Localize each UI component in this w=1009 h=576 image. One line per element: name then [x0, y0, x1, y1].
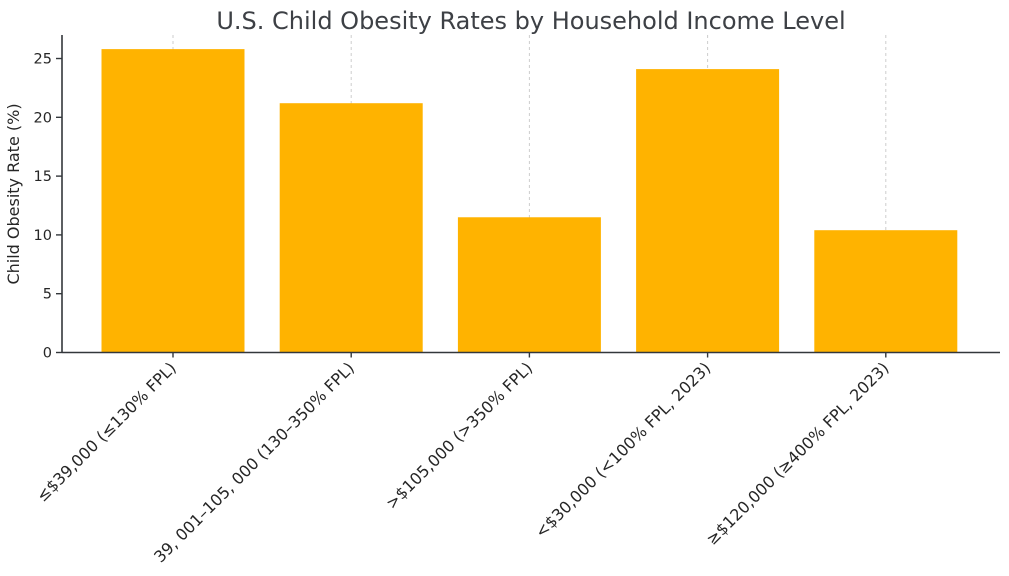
y-axis-label: Child Obesity Rate (%): [4, 103, 23, 284]
y-tick-label: 10: [34, 228, 52, 244]
bar: [101, 49, 245, 353]
bar: [457, 217, 601, 353]
axes-layer: [56, 35, 1000, 358]
y-tick-label: 5: [43, 287, 52, 303]
y-tick-label: 20: [34, 110, 52, 126]
y-tick-label: 25: [34, 52, 52, 68]
bar: [636, 69, 780, 353]
bar: [279, 103, 423, 353]
chart-title: U.S. Child Obesity Rates by Household In…: [216, 7, 845, 35]
y-tick-label: 15: [34, 169, 52, 185]
y-tick-label: 0: [43, 346, 52, 362]
bar: [814, 230, 958, 353]
bars-layer: [101, 49, 958, 353]
